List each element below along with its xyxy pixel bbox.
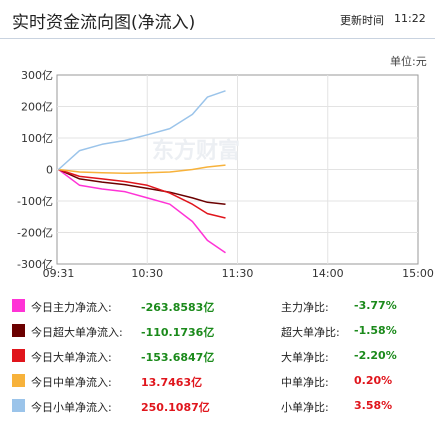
- ratio-label-main: 主力净比:: [281, 301, 329, 314]
- ratio-value-small: 3.58%: [354, 399, 393, 412]
- legend-row-small: 今日小单净流入: 250.1087亿 小单净比: 3.58%: [0, 396, 435, 416]
- legend-value-small: 250.1087亿: [141, 401, 210, 414]
- y-tick-label: 100亿: [21, 132, 53, 145]
- legend-swatch-main: [12, 299, 25, 312]
- series-line: [58, 168, 226, 205]
- updated-time: 11:22: [394, 12, 426, 25]
- legend-value-super-large: -110.1736亿: [141, 326, 215, 339]
- ratio-value-large: -2.20%: [354, 349, 397, 362]
- legend-row-super-large: 今日超大单净流入: -110.1736亿 超大单净比: -1.58%: [0, 321, 435, 341]
- series-line: [58, 168, 226, 219]
- x-tick-label: 11:30: [222, 267, 254, 280]
- legend-swatch-super-large: [12, 324, 25, 337]
- y-tick-label: -100亿: [17, 195, 53, 208]
- y-tick-label: 0: [46, 164, 53, 177]
- ratio-value-main: -3.77%: [354, 299, 397, 312]
- legend-label-small: 今日小单净流入:: [31, 401, 112, 414]
- legend-value-medium: 13.7463亿: [141, 376, 203, 389]
- ratio-value-medium: 0.20%: [354, 374, 393, 387]
- watermark-text: 东方财富: [152, 138, 240, 164]
- legend-label-main: 今日主力净流入:: [31, 301, 112, 314]
- legend-row-medium: 今日中单净流入: 13.7463亿 中单净比: 0.20%: [0, 371, 435, 391]
- x-tick-label: 14:00: [312, 267, 344, 280]
- chart-header: 实时资金流向图(净流入) 更新时间 11:22: [0, 0, 435, 39]
- ratio-label-small: 小单净比:: [281, 401, 329, 414]
- ratio-value-super-large: -1.58%: [354, 324, 397, 337]
- legend-label-super-large: 今日超大单净流入:: [31, 326, 123, 339]
- legend-swatch-small: [12, 399, 25, 412]
- y-tick-label: -200亿: [17, 227, 53, 240]
- ratio-label-medium: 中单净比:: [281, 376, 329, 389]
- chart-title: 实时资金流向图(净流入): [12, 13, 196, 33]
- legend-row-main: 今日主力净流入: -263.8583亿 主力净比: -3.77%: [0, 296, 435, 316]
- updated-label: 更新时间: [340, 14, 384, 27]
- series-line: [57, 90, 226, 171]
- legend-value-large: -153.6847亿: [141, 351, 215, 364]
- legend-swatch-large: [12, 349, 25, 362]
- ratio-label-super-large: 超大单净比:: [281, 326, 340, 339]
- ratio-label-large: 大单净比:: [281, 351, 329, 364]
- unit-label: 单位:元: [390, 55, 427, 68]
- legend-value-main: -263.8583亿: [141, 301, 215, 314]
- series-line: [58, 164, 226, 175]
- x-tick-label: 10:30: [131, 267, 163, 280]
- y-tick-label: 300亿: [21, 69, 53, 82]
- legend-label-large: 今日大单净流入:: [31, 351, 112, 364]
- legend-row-large: 今日大单净流入: -153.6847亿 大单净比: -2.20%: [0, 346, 435, 366]
- legend-label-medium: 今日中单净流入:: [31, 376, 112, 389]
- x-tick-label: 09:31: [43, 267, 75, 280]
- y-tick-label: 200亿: [21, 101, 53, 114]
- x-tick-label: 15:00: [402, 267, 434, 280]
- y-tick-label: -300亿: [17, 258, 53, 271]
- series-line: [58, 168, 226, 254]
- legend-swatch-medium: [12, 374, 25, 387]
